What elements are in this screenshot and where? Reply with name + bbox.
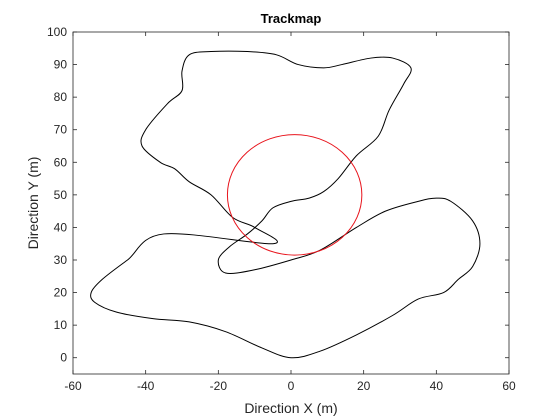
series-line-0 bbox=[90, 50, 481, 359]
y-tick-label: 30 bbox=[54, 253, 68, 267]
y-tick-label: 100 bbox=[47, 25, 67, 39]
y-tick-label: 40 bbox=[54, 220, 68, 234]
x-tick-label: -20 bbox=[210, 379, 228, 393]
y-tick-label: 80 bbox=[54, 90, 68, 104]
y-tick-label: 50 bbox=[54, 188, 68, 202]
x-axis-ticks: -60 -40 -20 0 20 40 60 bbox=[64, 32, 516, 393]
series-layer bbox=[90, 50, 481, 359]
x-tick-label: -60 bbox=[64, 379, 82, 393]
chart-title: Trackmap bbox=[261, 11, 322, 26]
x-tick-label: -40 bbox=[137, 379, 155, 393]
x-tick-label: 20 bbox=[357, 379, 371, 393]
plot-area: -60 -40 -20 0 20 40 60 0 10 20 30 40 50 60 70 80 90 100 bbox=[47, 25, 516, 393]
x-tick-label: 0 bbox=[288, 379, 295, 393]
y-tick-label: 20 bbox=[54, 286, 68, 300]
y-tick-label: 10 bbox=[54, 318, 68, 332]
y-tick-label: 60 bbox=[54, 155, 68, 169]
y-tick-label: 90 bbox=[54, 58, 68, 72]
y-tick-label: 70 bbox=[54, 123, 68, 137]
y-axis-label: Direction Y (m) bbox=[25, 157, 41, 250]
x-tick-label: 40 bbox=[430, 379, 444, 393]
x-tick-label: 60 bbox=[502, 379, 516, 393]
series-line-1 bbox=[226, 134, 363, 256]
x-axis-label: Direction X (m) bbox=[244, 400, 337, 416]
plot-frame bbox=[72, 31, 510, 375]
y-axis-ticks: 0 10 20 30 40 50 60 70 80 90 100 bbox=[47, 25, 509, 365]
y-tick-label: 0 bbox=[60, 351, 67, 365]
